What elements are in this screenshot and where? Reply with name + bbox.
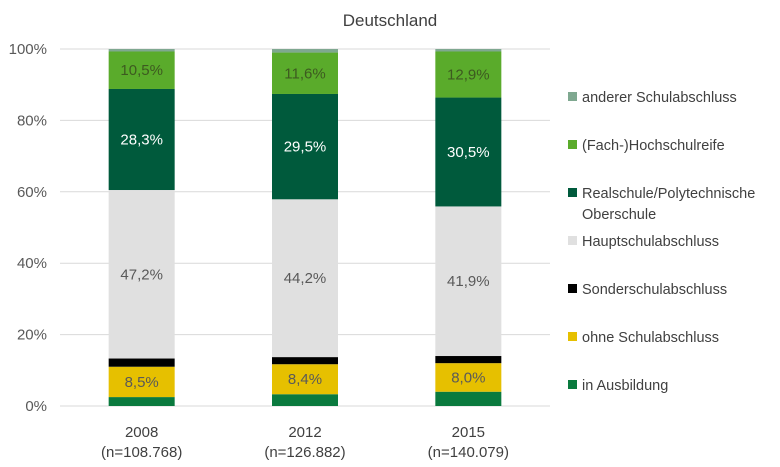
bar-segment xyxy=(108,88,175,191)
legend-swatch xyxy=(568,140,577,149)
bar-segment xyxy=(435,363,502,392)
x-tick-label: 2015 (n=140.079) xyxy=(428,424,509,461)
data-label: 47,2% xyxy=(120,266,163,283)
bar-segment xyxy=(435,356,502,364)
data-label: 11,6% xyxy=(284,65,325,82)
bar-segment xyxy=(272,394,338,406)
bar-segment xyxy=(108,51,175,89)
data-label: 8,5% xyxy=(125,374,159,391)
legend: anderer Schulabschluss (Fach-)Hochschulre… xyxy=(568,90,755,394)
bar-segment xyxy=(272,357,338,365)
bars: 8,5% 47,2% 28,3% 10,5% 8,4% 44,2% 29,5% 11,6% 8,… xyxy=(108,49,502,406)
bar-segment xyxy=(435,391,502,406)
data-label: 10,5% xyxy=(120,62,163,79)
legend-swatch xyxy=(568,332,577,341)
bar-segment xyxy=(272,199,338,358)
x-tick-label: 2008 (n=108.768) xyxy=(101,424,182,461)
y-tick-label: 0% xyxy=(25,398,47,415)
bar-segment xyxy=(272,93,338,200)
bar-segment xyxy=(435,51,502,98)
legend-swatch xyxy=(568,284,577,293)
legend-label: (Fach-)Hochschulreife xyxy=(582,138,725,154)
y-tick-label: 60% xyxy=(17,184,47,201)
legend-swatch xyxy=(568,188,577,197)
data-label: 41,9% xyxy=(447,273,490,290)
legend-label: Realschule/Polytechnische Oberschule xyxy=(582,186,755,223)
bar-segment xyxy=(272,49,338,53)
data-label: 12,9% xyxy=(447,67,490,84)
bar-segment xyxy=(108,366,175,398)
x-axis: 2008 (n=108.768) 2012 (n=126.882) 2015 (n=140… xyxy=(101,424,509,461)
legend-label: in Ausbildung xyxy=(582,378,668,394)
data-label: 30,5% xyxy=(447,144,490,161)
data-label: 29,5% xyxy=(284,139,327,156)
legend-swatch xyxy=(568,380,577,389)
legend-label: Sonderschulabschluss xyxy=(582,282,727,298)
y-tick-label: 20% xyxy=(17,327,47,344)
bar-segment xyxy=(435,97,502,207)
data-label: 28,3% xyxy=(120,131,163,148)
chart-title: Deutschland xyxy=(343,11,438,30)
legend-swatch xyxy=(568,92,577,101)
legend-label: Hauptschulabschluss xyxy=(582,234,719,250)
bar-segment xyxy=(108,358,175,367)
x-tick-label: 2012 (n=126.882) xyxy=(264,424,345,461)
y-tick-label: 40% xyxy=(17,255,47,272)
bar-segment xyxy=(108,397,175,406)
bar-segment xyxy=(108,190,175,359)
data-label: 8,0% xyxy=(451,369,485,386)
bar-segment xyxy=(435,206,502,357)
data-label: 8,4% xyxy=(288,371,322,388)
legend-swatch xyxy=(568,236,577,245)
bar-segment xyxy=(272,52,338,94)
legend-label: anderer Schulabschluss xyxy=(582,90,737,106)
y-tick-label: 80% xyxy=(17,112,47,129)
legend-label: ohne Schulabschluss xyxy=(582,330,719,346)
y-axis: 0% 20% 40% 60% 80% 100% xyxy=(9,41,47,415)
data-label: 44,2% xyxy=(284,270,327,287)
bar-segment xyxy=(108,49,175,52)
bar-segment xyxy=(272,364,338,395)
y-tick-label: 100% xyxy=(9,41,47,58)
bar-segment xyxy=(435,49,502,52)
